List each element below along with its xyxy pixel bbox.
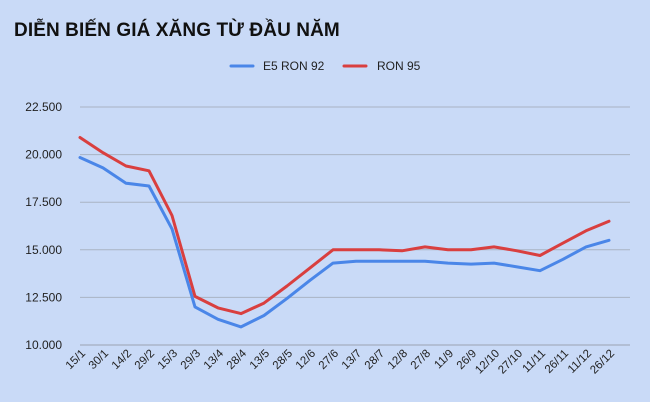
x-tick-label: 26/11	[543, 348, 571, 376]
x-tick-label: 11/12	[566, 348, 594, 376]
y-tick-label: 12.500	[25, 290, 62, 304]
x-tick-label: 15/3	[156, 348, 180, 372]
x-tick-label: 13/4	[202, 347, 227, 372]
x-tick-label: 26/12	[588, 348, 617, 377]
legend-label: RON 95	[377, 59, 421, 73]
y-tick-label: 17.500	[25, 195, 62, 209]
chart-title: DIỄN BIẾN GIÁ XĂNG TỪ ĐẦU NĂM	[14, 20, 340, 41]
x-tick-label: 27/8	[409, 348, 433, 372]
x-tick-label: 11/9	[432, 348, 456, 372]
series-line-e5-ron92	[78, 156, 611, 329]
x-tick-label: 30/1	[87, 348, 111, 372]
x-tick-label: 12/6	[294, 348, 318, 372]
x-tick-label: 14/2	[110, 348, 134, 372]
y-tick-label: 22.500	[25, 100, 62, 114]
x-tick-label: 15/1	[64, 348, 88, 372]
x-tick-label: 13/5	[248, 348, 272, 372]
x-tick-label: 27/6	[317, 348, 341, 372]
x-tick-label: 28/7	[363, 348, 387, 372]
x-tick-label: 28/5	[271, 348, 295, 372]
legend-label: E5 RON 92	[263, 59, 325, 73]
y-tick-label: 15.000	[25, 243, 62, 257]
x-tick-label: 13/7	[340, 348, 364, 372]
series-line-ron95	[78, 136, 611, 316]
x-tick-label: 12/8	[386, 348, 410, 372]
y-tick-label: 20.000	[25, 148, 62, 162]
x-tick-label: 28/4	[225, 347, 250, 372]
x-tick-label: 12/10	[473, 348, 502, 377]
x-tick-label: 27/10	[496, 348, 525, 377]
x-tick-label: 29/2	[133, 348, 157, 372]
y-tick-label: 10.000	[25, 338, 62, 352]
x-tick-label: 29/3	[179, 348, 203, 372]
x-tick-label: 11/11	[520, 348, 548, 376]
